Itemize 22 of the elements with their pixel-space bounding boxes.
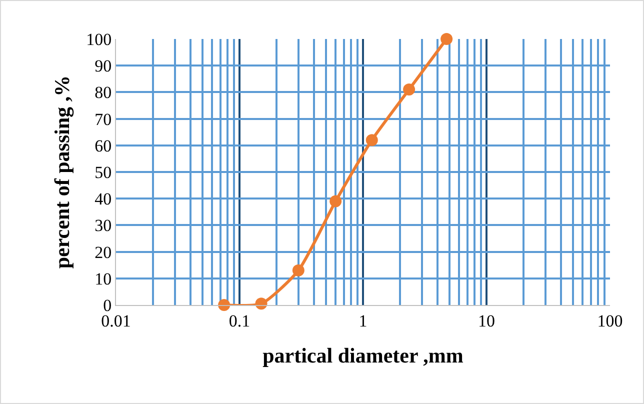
x-axis-title: partical diameter ,mm — [262, 344, 464, 368]
y-tick-label: 40 — [94, 190, 112, 209]
x-tick-label: 100 — [597, 311, 623, 330]
point — [292, 264, 304, 276]
y-tick-label: 80 — [94, 83, 112, 102]
y-tick-label: 70 — [94, 110, 112, 129]
y-tick-label: 50 — [94, 162, 112, 182]
y-tick-label: 30 — [94, 216, 112, 236]
y-tick-label: 20 — [94, 242, 112, 262]
y-tick-label: 60 — [94, 136, 112, 156]
x-tick-label: 0.1 — [228, 311, 250, 330]
y-tick-label: 100 — [86, 30, 112, 49]
point — [366, 134, 378, 146]
point — [403, 84, 416, 96]
x-tick-label: 1 — [358, 311, 368, 330]
x-tick-label: 10 — [478, 311, 495, 330]
point — [440, 33, 453, 45]
y-axis-title: percent of passing ,% — [50, 75, 74, 269]
y-tick-label: 10 — [94, 269, 112, 288]
y-tick-label: 90 — [94, 56, 112, 76]
point — [218, 299, 230, 311]
point — [330, 195, 342, 208]
